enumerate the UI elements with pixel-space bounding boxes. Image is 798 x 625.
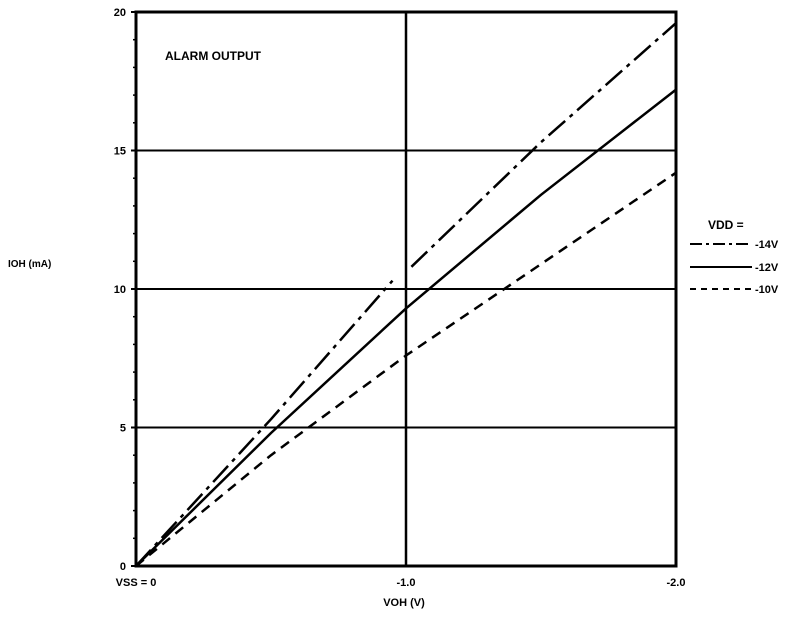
y-tick-label: 10 <box>114 284 126 296</box>
y-tick-label: 20 <box>114 7 126 19</box>
legend-label-10v: -10V <box>755 284 779 296</box>
x-tick-label: -2.0 <box>667 577 686 589</box>
series-line-12vv <box>135 88 677 567</box>
axis-ticks: 0 5 10 15 20 VSS = 0 -1.0 -2.0 <box>114 7 686 589</box>
series-line-14vv-upper <box>410 22 677 268</box>
legend: VDD = -14V -12V -10V <box>690 218 779 296</box>
series-lines <box>135 22 677 567</box>
legend-label-12v: -12V <box>755 262 779 274</box>
series-line-10vv <box>135 171 677 567</box>
y-tick-label: 15 <box>114 146 126 158</box>
x-tick-label: VSS = 0 <box>116 577 157 589</box>
legend-title: VDD = <box>708 218 744 232</box>
y-tick-label: 5 <box>120 423 126 435</box>
chart-title: ALARM OUTPUT <box>165 49 262 63</box>
x-axis-label: VOH (V) <box>383 597 425 609</box>
y-axis-label: IOH (mA) <box>8 259 51 270</box>
y-tick-label: 0 <box>120 561 126 573</box>
x-tick-label: -1.0 <box>397 577 416 589</box>
series-line-14vv <box>135 279 394 567</box>
legend-label-14v: -14V <box>755 239 779 251</box>
grid <box>136 12 676 566</box>
